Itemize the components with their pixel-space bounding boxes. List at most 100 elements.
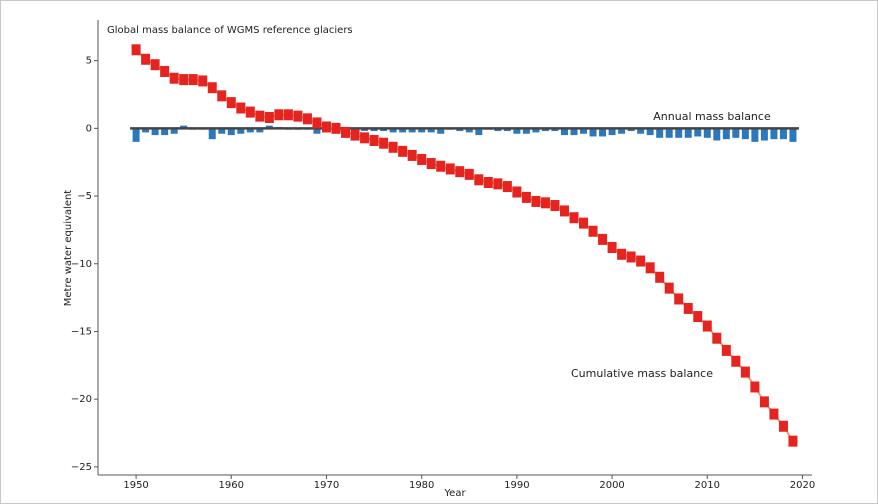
y-tick-label: −20 bbox=[71, 394, 92, 405]
point-marker bbox=[379, 137, 389, 149]
bar bbox=[665, 128, 673, 138]
point-marker bbox=[198, 75, 208, 87]
point-marker bbox=[588, 225, 598, 237]
point-marker bbox=[788, 435, 798, 447]
bar bbox=[760, 128, 768, 141]
point-marker bbox=[769, 408, 779, 420]
point-marker bbox=[455, 166, 465, 178]
bar bbox=[265, 125, 273, 129]
y-tick-label: −25 bbox=[71, 462, 92, 473]
point-marker bbox=[531, 195, 541, 207]
point-marker bbox=[388, 141, 398, 153]
point-marker bbox=[350, 129, 360, 141]
bar bbox=[751, 128, 759, 142]
point-marker bbox=[550, 200, 560, 212]
bar bbox=[637, 128, 645, 134]
point-marker bbox=[360, 132, 370, 144]
y-tick-label: −15 bbox=[71, 326, 92, 337]
bar bbox=[599, 128, 607, 137]
bar bbox=[142, 128, 150, 133]
point-marker bbox=[207, 82, 217, 94]
point-marker bbox=[569, 212, 579, 224]
point-marker bbox=[693, 311, 703, 323]
bar bbox=[627, 128, 635, 132]
point-marker bbox=[255, 110, 265, 122]
point-marker bbox=[759, 396, 769, 408]
point-marker bbox=[436, 160, 446, 172]
point-marker bbox=[160, 65, 170, 77]
point-marker bbox=[483, 177, 493, 188]
y-tick-label: 0 bbox=[86, 123, 92, 134]
point-marker bbox=[664, 282, 674, 294]
bar bbox=[132, 128, 140, 142]
bar bbox=[427, 128, 435, 133]
point-marker bbox=[369, 135, 379, 147]
point-marker bbox=[312, 117, 322, 129]
point-marker bbox=[626, 251, 636, 263]
bar bbox=[370, 128, 378, 132]
bar bbox=[256, 128, 264, 133]
bar bbox=[246, 128, 254, 133]
bar bbox=[389, 128, 397, 133]
bar bbox=[208, 128, 216, 140]
bar bbox=[237, 128, 245, 134]
point-marker bbox=[683, 302, 693, 314]
point-marker bbox=[617, 248, 627, 260]
point-marker bbox=[674, 293, 684, 305]
point-marker bbox=[750, 381, 760, 393]
point-marker bbox=[559, 205, 569, 217]
bar bbox=[361, 128, 369, 132]
x-tick-label: 1950 bbox=[123, 480, 148, 491]
bar bbox=[465, 128, 473, 133]
point-marker bbox=[179, 74, 189, 86]
point-marker bbox=[740, 366, 750, 378]
point-marker bbox=[302, 113, 312, 125]
point-marker bbox=[188, 74, 198, 86]
point-marker bbox=[141, 53, 151, 65]
point-marker bbox=[417, 153, 427, 165]
bar bbox=[779, 128, 787, 140]
point-marker bbox=[464, 168, 474, 180]
x-tick-label: 2020 bbox=[790, 480, 815, 491]
point-marker bbox=[445, 163, 455, 175]
bar bbox=[580, 128, 588, 134]
bar bbox=[475, 128, 483, 136]
bar bbox=[456, 128, 464, 132]
bar bbox=[418, 128, 426, 133]
point-marker bbox=[512, 186, 522, 198]
point-marker bbox=[283, 109, 293, 121]
bar bbox=[722, 128, 730, 140]
bar bbox=[770, 128, 778, 140]
bar bbox=[684, 128, 692, 138]
point-marker bbox=[474, 174, 484, 186]
bar bbox=[789, 128, 797, 142]
y-tick-label: 5 bbox=[86, 56, 92, 67]
point-marker bbox=[778, 420, 788, 432]
bar bbox=[151, 128, 159, 136]
bar bbox=[741, 128, 749, 140]
point-marker bbox=[521, 191, 531, 203]
point-marker bbox=[636, 255, 646, 267]
x-axis-title: Year bbox=[443, 488, 466, 499]
series-label: Cumulative mass balance bbox=[571, 367, 713, 380]
point-marker bbox=[293, 110, 303, 122]
y-tick-label: −5 bbox=[77, 191, 92, 202]
point-marker bbox=[264, 112, 274, 123]
bar bbox=[503, 128, 511, 132]
point-marker bbox=[598, 233, 608, 245]
bar bbox=[170, 128, 178, 134]
bar bbox=[646, 128, 654, 136]
bar bbox=[560, 128, 568, 136]
bar bbox=[570, 128, 578, 136]
x-tick-label: 1960 bbox=[219, 480, 244, 491]
bar bbox=[408, 128, 416, 133]
x-tick-label: 2000 bbox=[599, 480, 624, 491]
bar bbox=[618, 128, 626, 134]
point-marker bbox=[579, 217, 589, 229]
bar bbox=[494, 128, 502, 132]
point-marker bbox=[426, 158, 436, 170]
bar bbox=[313, 128, 321, 134]
bar bbox=[541, 128, 549, 132]
bar bbox=[437, 128, 445, 134]
